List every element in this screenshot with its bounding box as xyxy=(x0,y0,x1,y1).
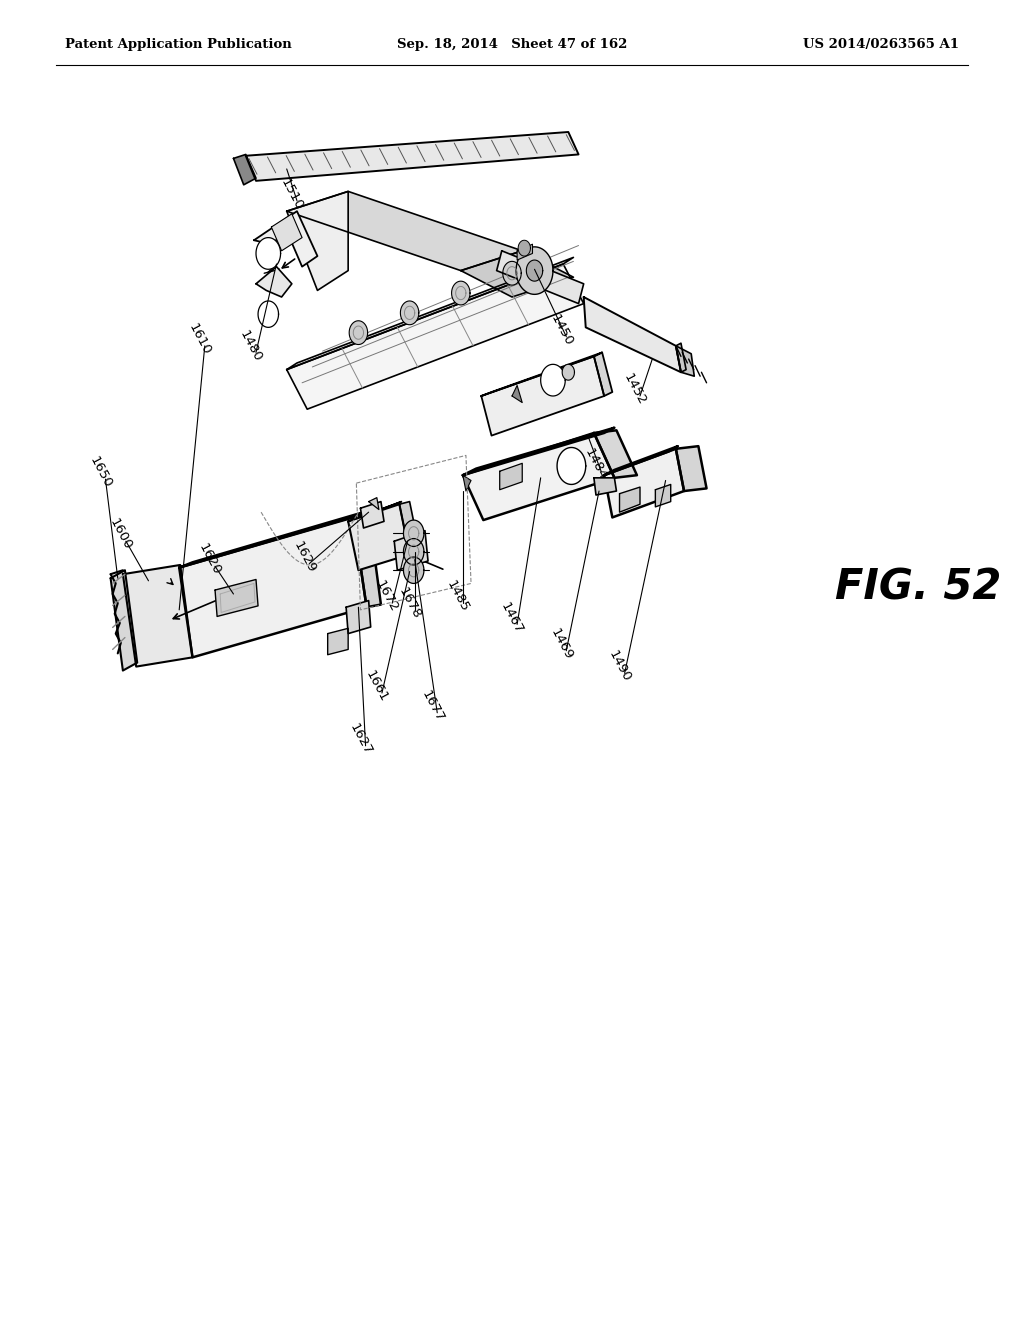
Text: 1629: 1629 xyxy=(291,539,317,576)
Polygon shape xyxy=(500,463,522,490)
Text: 1650: 1650 xyxy=(87,454,114,491)
Text: 1480: 1480 xyxy=(238,327,264,364)
Polygon shape xyxy=(526,260,543,281)
Polygon shape xyxy=(233,154,256,185)
Polygon shape xyxy=(328,628,348,655)
Polygon shape xyxy=(353,512,381,607)
Polygon shape xyxy=(655,484,671,507)
Polygon shape xyxy=(463,475,471,491)
Polygon shape xyxy=(287,264,584,409)
Polygon shape xyxy=(369,498,379,510)
Polygon shape xyxy=(518,240,530,256)
Polygon shape xyxy=(620,487,640,512)
Polygon shape xyxy=(594,352,612,396)
Polygon shape xyxy=(676,446,707,491)
Text: 1467: 1467 xyxy=(499,599,525,636)
Polygon shape xyxy=(400,301,419,325)
Polygon shape xyxy=(562,364,574,380)
Polygon shape xyxy=(463,428,614,475)
Text: 1510: 1510 xyxy=(279,176,305,213)
Polygon shape xyxy=(403,520,424,546)
Polygon shape xyxy=(271,214,302,251)
Polygon shape xyxy=(246,132,579,181)
Polygon shape xyxy=(346,601,371,634)
Text: 1450: 1450 xyxy=(548,312,574,348)
Polygon shape xyxy=(256,238,281,269)
Polygon shape xyxy=(349,321,368,345)
Text: 1484: 1484 xyxy=(583,446,609,483)
Polygon shape xyxy=(287,191,348,290)
Polygon shape xyxy=(676,343,686,372)
Polygon shape xyxy=(287,257,573,370)
Polygon shape xyxy=(497,251,584,304)
Polygon shape xyxy=(594,478,616,495)
Polygon shape xyxy=(403,557,424,583)
Polygon shape xyxy=(481,352,602,396)
Text: 1600: 1600 xyxy=(108,516,134,553)
Polygon shape xyxy=(512,385,522,403)
Polygon shape xyxy=(403,539,424,565)
Polygon shape xyxy=(604,446,678,475)
Text: 1627: 1627 xyxy=(347,721,374,758)
Text: 1469: 1469 xyxy=(548,626,574,663)
Text: 1661: 1661 xyxy=(364,668,390,705)
Text: US 2014/0263565 A1: US 2014/0263565 A1 xyxy=(804,38,959,51)
Polygon shape xyxy=(287,191,522,271)
Polygon shape xyxy=(503,261,521,285)
Polygon shape xyxy=(348,502,401,521)
Polygon shape xyxy=(394,531,428,570)
Polygon shape xyxy=(179,512,364,568)
Polygon shape xyxy=(111,570,137,671)
Polygon shape xyxy=(452,281,470,305)
Polygon shape xyxy=(256,267,292,297)
Polygon shape xyxy=(463,433,614,520)
Polygon shape xyxy=(516,247,553,294)
Text: 1620: 1620 xyxy=(197,541,223,578)
Text: Patent Application Publication: Patent Application Publication xyxy=(65,38,291,51)
Polygon shape xyxy=(676,346,694,376)
Polygon shape xyxy=(481,356,604,436)
Text: 1490: 1490 xyxy=(606,648,633,685)
Polygon shape xyxy=(517,244,532,260)
Text: 1677: 1677 xyxy=(419,688,445,725)
Text: Sep. 18, 2014 Sheet 47 of 162: Sep. 18, 2014 Sheet 47 of 162 xyxy=(397,38,627,51)
Polygon shape xyxy=(179,517,367,657)
Polygon shape xyxy=(254,211,317,267)
Polygon shape xyxy=(604,449,684,517)
Polygon shape xyxy=(557,447,586,484)
Polygon shape xyxy=(360,502,384,528)
Polygon shape xyxy=(461,251,573,297)
Text: FIG. 52: FIG. 52 xyxy=(835,566,1000,609)
Text: 1678: 1678 xyxy=(396,585,423,622)
Text: 1672: 1672 xyxy=(374,578,400,615)
Polygon shape xyxy=(399,502,420,554)
Polygon shape xyxy=(123,565,193,667)
Polygon shape xyxy=(258,301,279,327)
Polygon shape xyxy=(348,504,410,570)
Polygon shape xyxy=(594,430,637,478)
Text: 1610: 1610 xyxy=(186,321,213,358)
Text: 1485: 1485 xyxy=(444,578,471,615)
Polygon shape xyxy=(584,297,681,372)
Polygon shape xyxy=(215,579,258,616)
Text: 1452: 1452 xyxy=(622,371,648,408)
Polygon shape xyxy=(541,364,565,396)
